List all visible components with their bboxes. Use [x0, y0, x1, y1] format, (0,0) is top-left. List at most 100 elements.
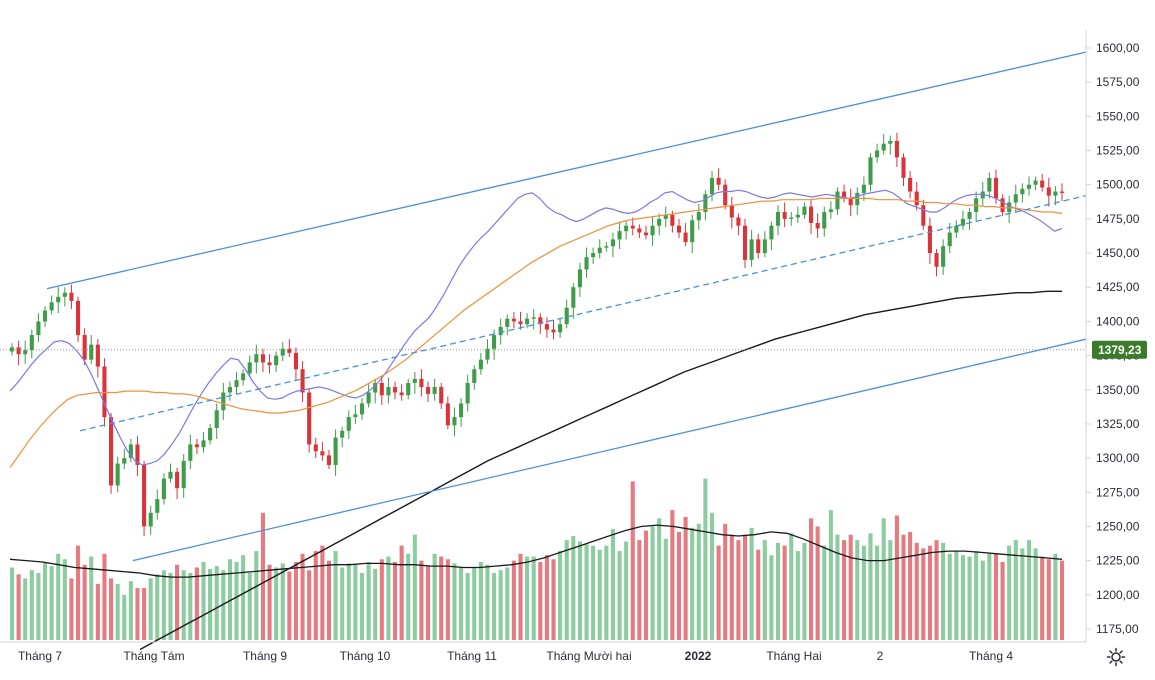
volume-bar — [221, 570, 226, 640]
volume-bar — [439, 556, 444, 640]
volume-bar — [1053, 553, 1058, 640]
volume-bar — [802, 542, 807, 640]
candle-body — [736, 217, 741, 226]
chart-settings-button[interactable] — [1102, 643, 1130, 671]
volume-bar — [934, 540, 939, 640]
candle-body — [544, 324, 549, 330]
volume-bar — [326, 560, 332, 640]
volume-bar — [610, 529, 615, 640]
candle-body — [122, 458, 127, 464]
volume-bar — [881, 518, 886, 640]
volume-bar — [511, 560, 516, 640]
y-tick-label: 1300,00 — [1096, 451, 1140, 465]
volume-bar — [69, 578, 74, 640]
candle-body — [657, 218, 662, 226]
volume-bar — [9, 567, 15, 640]
volume-bar — [597, 549, 602, 640]
candle-body — [234, 380, 239, 388]
candle-body — [630, 225, 635, 229]
x-tick-label: Tháng Hai — [766, 649, 821, 663]
volume-bar — [95, 583, 100, 640]
candle-body — [795, 214, 800, 218]
volume-bar — [1020, 548, 1025, 640]
volume-bar — [293, 562, 299, 640]
candle-body — [459, 403, 464, 418]
candle-body — [241, 373, 246, 381]
candle-body — [848, 198, 853, 206]
candle-body — [749, 239, 754, 260]
candle-body — [597, 247, 602, 254]
candle-body — [155, 499, 160, 513]
candle-body — [1033, 180, 1038, 185]
candle-body — [610, 239, 615, 247]
candle-body — [406, 382, 411, 396]
volume-bar — [742, 534, 748, 640]
candle-body — [690, 220, 695, 243]
volume-bar — [894, 515, 899, 640]
candle-body — [558, 324, 563, 333]
ma-slow-line — [139, 290, 1062, 651]
last-price-marker: 1379,23 — [1092, 340, 1147, 359]
volume-bar — [498, 570, 503, 640]
volume-bar — [584, 544, 589, 640]
volume-bar — [386, 556, 391, 640]
candle-body — [366, 392, 371, 404]
candle-body — [663, 214, 668, 219]
candle-body — [577, 269, 582, 288]
candle-body — [300, 369, 305, 393]
candle-body — [584, 257, 589, 270]
candle-body — [373, 382, 378, 393]
volume-bar — [82, 564, 87, 640]
candle-body — [478, 359, 483, 370]
candle-body — [762, 239, 767, 254]
candle-body — [716, 177, 721, 185]
candle-body — [49, 302, 54, 311]
candle-body — [135, 444, 140, 465]
y-tick-label: 1400,00 — [1096, 314, 1140, 328]
candle-body — [208, 428, 213, 441]
candle-body — [683, 232, 688, 243]
volume-bar — [142, 587, 147, 640]
candle-body — [1040, 180, 1045, 188]
volume-bar — [775, 542, 781, 640]
candle-body — [142, 464, 147, 527]
volume-bar — [531, 556, 536, 640]
candle-body — [511, 318, 516, 322]
candle-body — [465, 382, 470, 404]
volume-bar — [373, 568, 378, 640]
candle-body — [993, 177, 999, 199]
volume-bar — [782, 545, 787, 640]
candle-body — [36, 321, 41, 336]
candle-body — [75, 300, 81, 336]
candle-body — [1007, 202, 1012, 213]
volume-bar — [109, 578, 114, 640]
volume-bar — [1007, 545, 1012, 640]
volume-bar — [425, 566, 431, 640]
y-tick-label: 1200,00 — [1096, 588, 1140, 602]
time-axis[interactable]: Tháng 7 Tháng Tám Tháng 9 Tháng 10 Tháng 11 T… — [18, 649, 1013, 663]
volume-bar — [974, 551, 979, 640]
candle-body — [16, 347, 21, 355]
candle-body — [709, 177, 715, 195]
y-tick-label: 1250,00 — [1096, 519, 1140, 533]
volume-bar — [861, 545, 866, 640]
candle-body — [861, 184, 866, 193]
volume-bar — [921, 548, 926, 640]
candle-body — [809, 206, 814, 223]
candle-body — [340, 430, 345, 438]
candle-body — [960, 218, 965, 226]
candle-body — [782, 212, 787, 219]
candle-body — [23, 350, 28, 355]
y-tick-label: 1500,00 — [1096, 178, 1140, 192]
candle-body — [947, 232, 952, 247]
volume-bar — [551, 559, 556, 640]
candle-body — [676, 225, 682, 233]
volume-bar — [485, 564, 490, 640]
volume-bar — [505, 567, 510, 640]
candle-body — [881, 143, 886, 151]
volume-bar — [855, 540, 860, 640]
volume-bar — [399, 545, 404, 640]
candle-body — [802, 206, 807, 215]
candle-body — [617, 231, 622, 240]
